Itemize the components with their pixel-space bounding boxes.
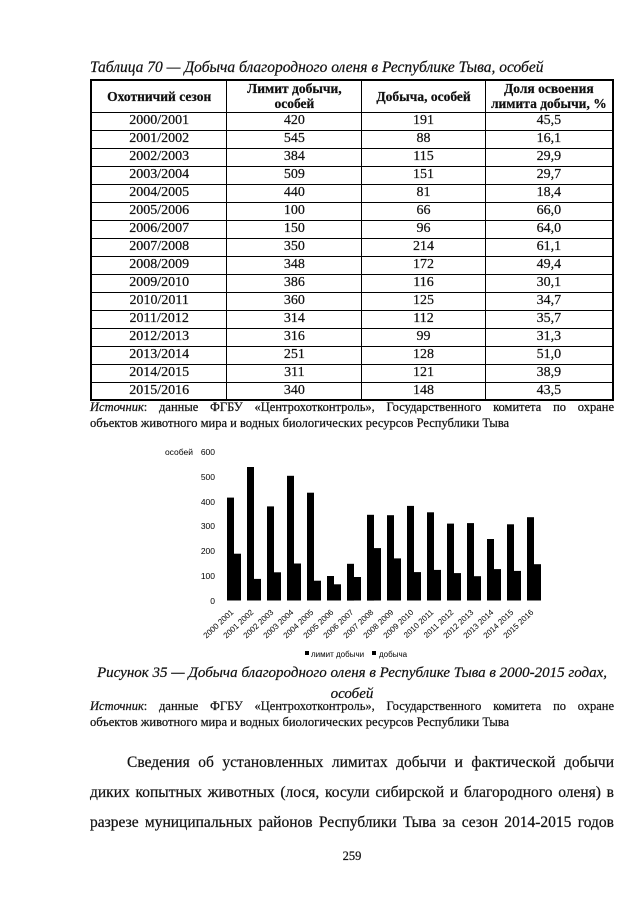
svg-text:лимит добычи: лимит добычи [311, 650, 364, 659]
svg-text:100: 100 [201, 571, 215, 581]
svg-text:особей: особей [165, 447, 193, 457]
svg-text:400: 400 [201, 497, 215, 507]
svg-text:600: 600 [201, 447, 215, 457]
svg-text:0: 0 [210, 596, 215, 606]
svg-text:300: 300 [201, 521, 215, 531]
svg-text:добыча: добыча [379, 650, 408, 659]
svg-text:500: 500 [201, 472, 215, 482]
svg-text:200: 200 [201, 546, 215, 556]
